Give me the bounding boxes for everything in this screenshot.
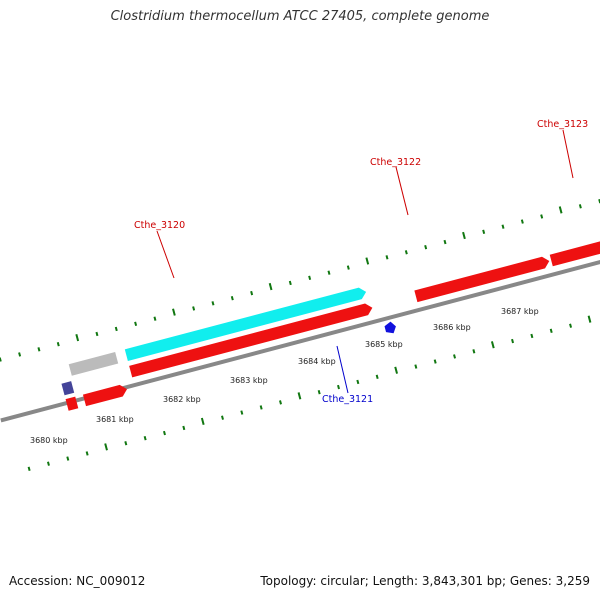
- topology-text: Topology: circular; Length: 3,843,301 bp…: [260, 574, 590, 588]
- reverse-gene-track: [61, 321, 398, 411]
- scale-label: 3685 kbp: [365, 340, 403, 349]
- scale-label: 3680 kbp: [30, 436, 68, 445]
- gene-label-cthe-3123[interactable]: Cthe_3123: [537, 119, 588, 130]
- cds-gene-3123[interactable]: [549, 217, 600, 267]
- rna-gene-cyan[interactable]: [124, 286, 368, 361]
- gene-labels: Cthe_3120 Cthe_3122 Cthe_3123 Cthe_3121: [134, 119, 588, 405]
- gene-label-cthe-3120[interactable]: Cthe_3120: [134, 220, 185, 231]
- inner-tick-track: [27, 315, 592, 471]
- accession-text: Accession: NC_009012: [9, 574, 146, 588]
- scale-label: 3683 kbp: [230, 376, 268, 385]
- gene-3121-marker[interactable]: [384, 321, 398, 335]
- callout-line-cthe-3122: [395, 166, 409, 216]
- cds-gene-3120[interactable]: [129, 302, 374, 378]
- callout-line-cthe-3120: [156, 230, 175, 279]
- scale-label: 3686 kbp: [433, 323, 471, 332]
- scale-label: 3682 kbp: [163, 395, 201, 404]
- pseudo-gene-gray[interactable]: [68, 351, 119, 376]
- scale-label: 3684 kbp: [298, 357, 336, 366]
- cds-gene-reverse-1[interactable]: [65, 396, 79, 411]
- cds-gene-3122[interactable]: [414, 255, 550, 303]
- gene-label-cthe-3122[interactable]: Cthe_3122: [370, 157, 421, 168]
- callout-line-cthe-3123: [562, 129, 574, 179]
- forward-cds-track: [129, 217, 600, 378]
- cds-gene-reverse-2[interactable]: [82, 383, 129, 407]
- genome-backbone: [0, 234, 600, 423]
- forward-rna-track: [68, 286, 368, 376]
- map-title: Clostridium thermocellum ATCC 27405, com…: [110, 9, 490, 24]
- gene-label-cthe-3121[interactable]: Cthe_3121: [322, 394, 373, 405]
- scale-label: 3681 kbp: [96, 415, 134, 424]
- gene-callouts: [156, 129, 574, 394]
- scale-label: 3687 kbp: [501, 307, 539, 316]
- scale-labels: 3680 kbp 3681 kbp 3682 kbp 3683 kbp 3684…: [30, 307, 539, 445]
- outer-tick-track: [0, 198, 600, 362]
- other-feature-dark[interactable]: [61, 381, 75, 396]
- callout-line-cthe-3121: [336, 345, 349, 394]
